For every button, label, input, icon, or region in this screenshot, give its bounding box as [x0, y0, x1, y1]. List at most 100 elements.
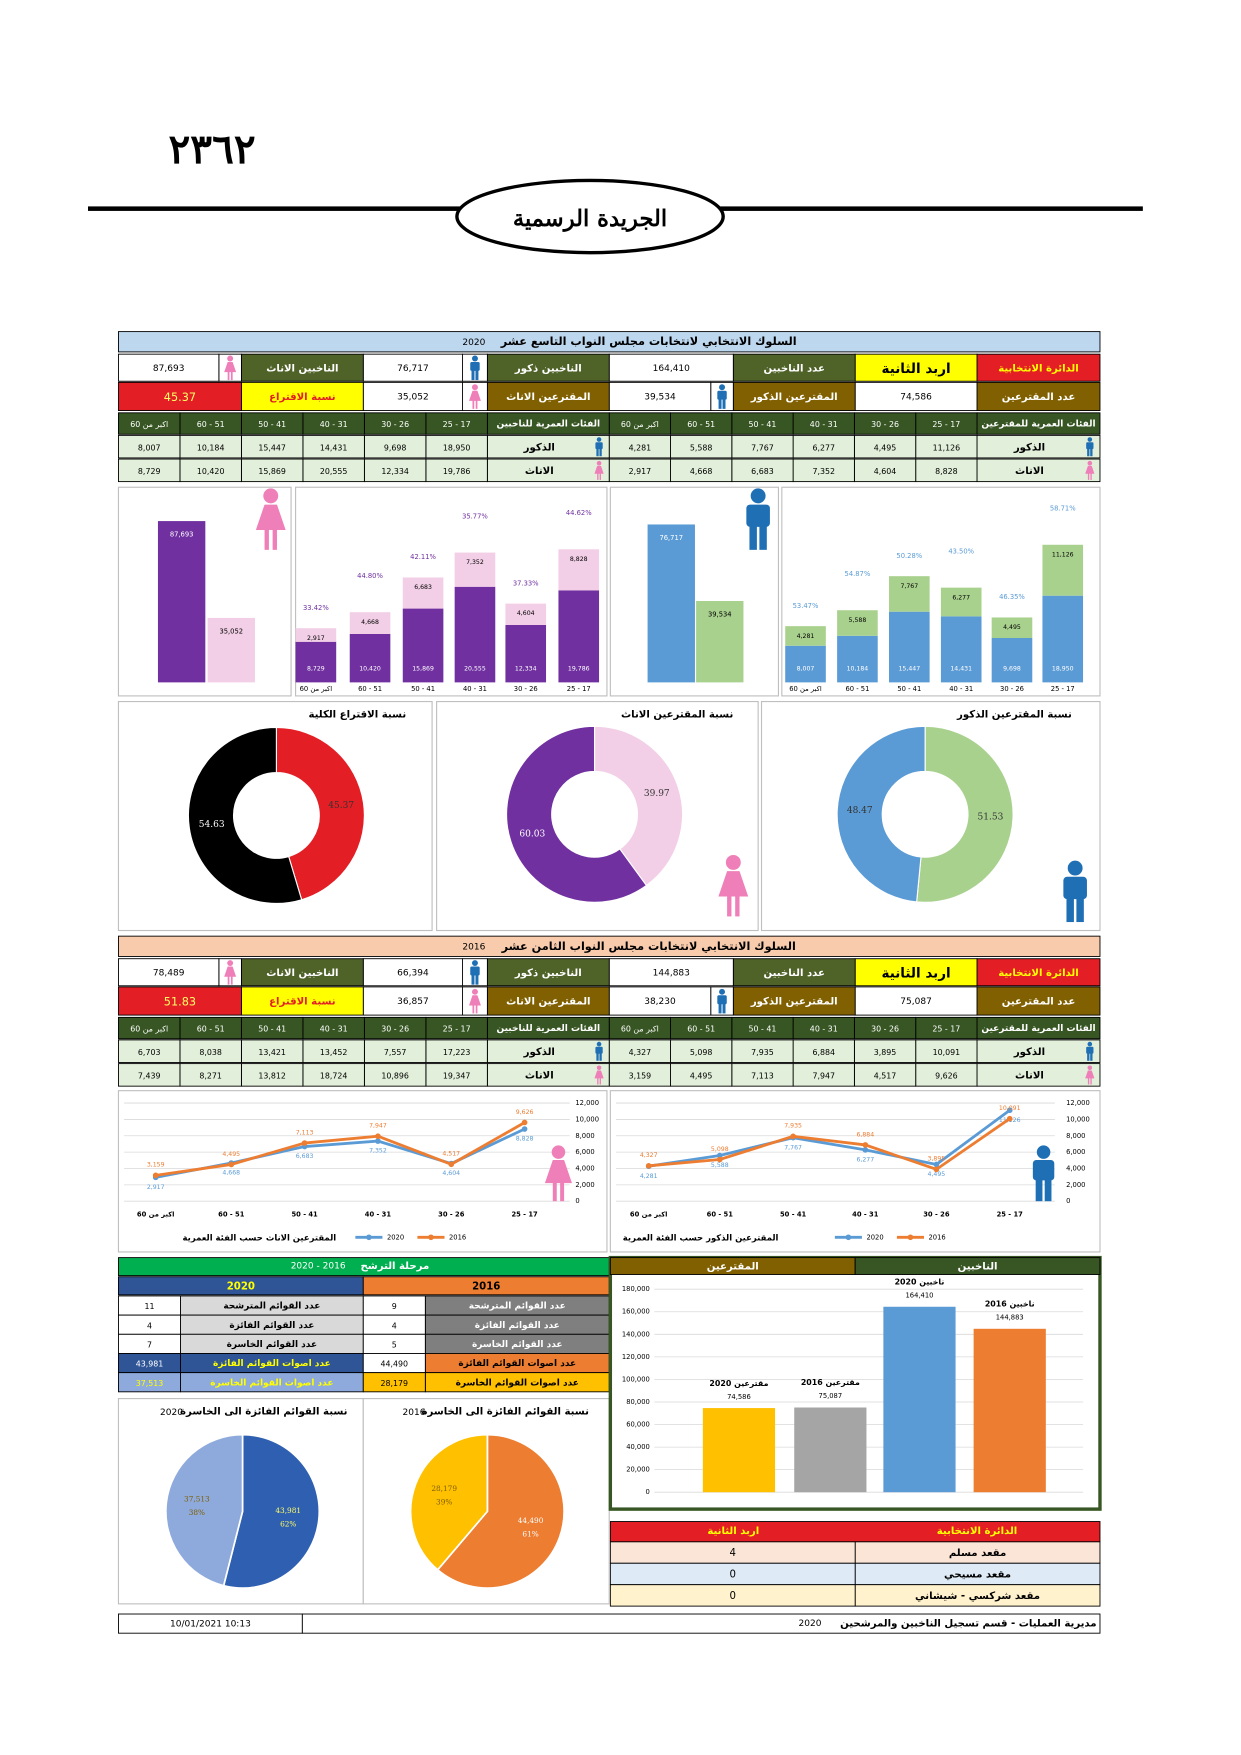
- percent-label: 42.11%: [410, 553, 436, 561]
- label: الناخبين ذكور: [514, 363, 582, 374]
- value-label: 4,604: [517, 610, 535, 617]
- label: 40 - 31: [320, 1025, 348, 1034]
- line-marker: [375, 1133, 381, 1140]
- icon-body: [717, 995, 727, 1005]
- icon-head: [1036, 1145, 1051, 1159]
- value-label: 54.63: [199, 820, 225, 830]
- label: 19,347: [443, 1072, 471, 1081]
- label: 6,884: [812, 1048, 835, 1057]
- legend-marker: [845, 1234, 852, 1241]
- icon-head: [471, 355, 478, 362]
- value-label: 5,588: [711, 1162, 729, 1169]
- cell: [240, 353, 364, 382]
- label: مديرية العمليات - قسم تسجيل الناخبين وال…: [840, 1619, 1096, 1630]
- label: المقترعين الذكور: [750, 997, 838, 1008]
- cell: [854, 381, 978, 412]
- label: 10,420: [197, 467, 225, 476]
- pie-slice: [409, 1433, 489, 1571]
- icon-leg: [1076, 897, 1084, 923]
- icon-head: [750, 488, 766, 504]
- line-marker: [862, 1147, 869, 1153]
- label: عدد القوائم المترشحة: [469, 1302, 566, 1312]
- icon-head: [227, 960, 234, 967]
- female-icon: [469, 384, 481, 409]
- label: 6,683: [751, 467, 774, 476]
- icon-leg: [1090, 448, 1093, 457]
- section-title-bar: [118, 935, 1101, 957]
- cell: [362, 1372, 426, 1393]
- cell: [608, 958, 734, 987]
- label: المقترعين الاناث: [506, 997, 590, 1008]
- bar-segment: [940, 587, 982, 617]
- icon-leg: [1044, 1178, 1052, 1202]
- label: الدائرة الانتخابية: [998, 968, 1078, 979]
- label: اربد الثانية: [707, 1526, 759, 1537]
- cell: [118, 1016, 181, 1040]
- female-icon: [1085, 460, 1095, 480]
- icon-leg: [1087, 448, 1090, 457]
- icon-head: [596, 1065, 602, 1071]
- y-tick-label: 180,000: [622, 1285, 650, 1293]
- x-tick-label: 40 - 31: [463, 685, 487, 693]
- value-label: 8,729: [307, 665, 325, 672]
- category-label: مقترعين 2020: [709, 1379, 768, 1388]
- cell: [608, 381, 712, 412]
- label: الناخبين الاناث: [266, 968, 338, 979]
- icon-leg: [599, 1077, 601, 1085]
- label: 17,223: [443, 1048, 471, 1057]
- legend-marker: [366, 1234, 372, 1241]
- label: اربد الثانية: [882, 361, 951, 377]
- cell: [976, 353, 1101, 382]
- label: اكبر من 60: [621, 1025, 659, 1034]
- label: 18,724: [320, 1072, 348, 1081]
- pie-slice: [164, 1433, 244, 1587]
- label: 6,277: [812, 443, 835, 452]
- cell: [118, 458, 181, 483]
- label: الفئات العمرية للمقترعين: [981, 1024, 1095, 1034]
- icon-leg: [1087, 1077, 1090, 1085]
- value-label: 4,495: [928, 1171, 946, 1178]
- label: الناخبين ذكور: [514, 968, 582, 979]
- label: 87,693: [153, 364, 185, 374]
- icon-head: [1087, 1041, 1093, 1047]
- line-marker: [301, 1140, 308, 1146]
- icon-leg: [1090, 1053, 1093, 1061]
- label: الاناث: [525, 466, 554, 477]
- cell: [854, 1257, 1101, 1275]
- chart-title: نسبة القوائم الفائزة الى الخاسرة: [180, 1407, 347, 1418]
- y-tick-label: 4,000: [1066, 1164, 1085, 1172]
- label: 40 - 31: [320, 420, 348, 429]
- value-label: 10,420: [359, 665, 381, 672]
- value-label: 39,534: [708, 611, 732, 619]
- male-icon: [1063, 860, 1087, 923]
- value-label: 6,277: [952, 594, 970, 601]
- label: 7,113: [751, 1072, 774, 1081]
- label: 25 - 17: [443, 1025, 471, 1034]
- label: 60 - 51: [197, 420, 225, 429]
- value-label: 4,327: [640, 1152, 658, 1159]
- label: 4,668: [690, 467, 713, 476]
- line-series: [155, 1121, 526, 1177]
- x-tick-label: اكبر من 60: [789, 685, 822, 693]
- male-icon: [470, 960, 480, 985]
- label: مقعد شركسي - شيشاني: [915, 1591, 1040, 1602]
- label: 19,786: [443, 467, 471, 476]
- bar-segment: [349, 612, 391, 634]
- chart-title: نسبة المقترعين الذكور: [956, 710, 1072, 721]
- x-tick-label: 60 - 51: [845, 685, 869, 693]
- bar-segment: [940, 616, 982, 683]
- y-tick-label: 140,000: [622, 1330, 650, 1338]
- label: 9: [392, 1302, 397, 1311]
- label: 10,184: [197, 443, 225, 452]
- male-icon: [470, 355, 480, 381]
- label: عدد القوائم الخاسرة: [472, 1340, 563, 1350]
- icon-body: [1086, 442, 1094, 450]
- value-label: 3,895: [928, 1156, 946, 1163]
- label: 25 - 17: [932, 1025, 960, 1034]
- line-marker: [790, 1133, 796, 1140]
- line-marker: [521, 1119, 528, 1126]
- x-tick-label: 60 - 51: [358, 685, 382, 693]
- value-label: 44,490: [518, 1516, 544, 1525]
- section-title-bar: [118, 331, 1101, 353]
